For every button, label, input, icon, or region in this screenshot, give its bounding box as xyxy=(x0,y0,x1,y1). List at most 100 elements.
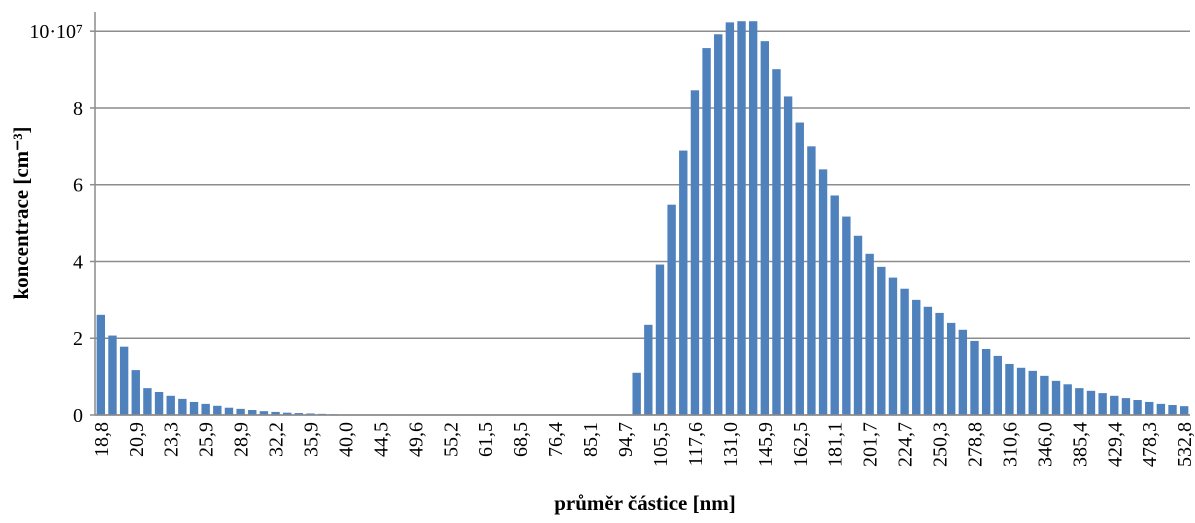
bar xyxy=(737,21,746,416)
y-tick-label: 6 xyxy=(73,175,83,197)
bar xyxy=(725,22,735,416)
bar xyxy=(1040,375,1049,415)
bar xyxy=(912,299,921,415)
bar xyxy=(1145,401,1154,415)
bar xyxy=(947,322,956,415)
bar xyxy=(679,150,688,415)
bar xyxy=(1075,388,1084,415)
bar xyxy=(923,306,933,415)
bar xyxy=(702,48,711,415)
x-tick-label: 55,2 xyxy=(440,422,462,457)
bar xyxy=(213,405,222,415)
y-axis-title: koncentrace [cm⁻³] xyxy=(9,126,33,299)
bar xyxy=(1179,406,1189,415)
x-tick-label: 429,4 xyxy=(1104,422,1126,467)
bar xyxy=(1016,367,1026,415)
bar xyxy=(1133,400,1142,415)
bar xyxy=(667,204,676,415)
x-tick-label: 76,4 xyxy=(545,422,567,457)
bar xyxy=(958,329,968,415)
bar xyxy=(818,169,828,415)
bar xyxy=(714,34,723,415)
x-tick-label: 346,0 xyxy=(1034,422,1056,467)
x-tick-label: 28,9 xyxy=(231,422,253,457)
x-tick-label: 25,9 xyxy=(196,422,218,457)
bar xyxy=(1121,398,1131,415)
bar xyxy=(1028,370,1037,415)
x-axis-title: průměr částice [nm] xyxy=(554,491,736,515)
y-tick-label: 2 xyxy=(73,328,83,350)
x-tick-label: 68,5 xyxy=(510,422,532,457)
bar xyxy=(783,96,793,415)
x-tick-label: 23,3 xyxy=(161,422,183,457)
bar xyxy=(807,146,816,416)
bar xyxy=(830,195,839,415)
bar xyxy=(96,314,106,415)
x-tick-label: 310,6 xyxy=(999,422,1021,467)
x-tick-label: 35,9 xyxy=(301,422,323,457)
x-tick-label: 224,7 xyxy=(895,422,917,467)
y-tick-label: 4 xyxy=(73,251,83,273)
bar xyxy=(166,395,175,415)
bar xyxy=(935,312,944,415)
bar xyxy=(795,122,804,415)
bar xyxy=(1156,403,1166,415)
bar xyxy=(842,216,851,415)
x-tick-label: 201,7 xyxy=(860,422,882,467)
bar xyxy=(189,401,199,415)
bar xyxy=(259,411,269,415)
bar xyxy=(865,253,874,415)
y-tick-label: 8 xyxy=(73,98,83,120)
bar xyxy=(1051,380,1061,415)
bar xyxy=(306,413,315,415)
bar xyxy=(108,335,117,415)
x-tick-label: 94,7 xyxy=(615,422,637,457)
bar xyxy=(644,324,653,415)
x-tick-label: 44,5 xyxy=(370,422,392,457)
bar xyxy=(224,407,234,415)
x-tick-label: 117,6 xyxy=(685,422,707,466)
bar xyxy=(154,391,164,415)
x-tick-label: 250,3 xyxy=(930,422,952,467)
bar xyxy=(655,264,665,415)
bar xyxy=(1168,405,1177,415)
bar xyxy=(201,403,210,415)
bar xyxy=(900,288,909,415)
bar xyxy=(772,69,781,415)
bar xyxy=(1098,393,1107,415)
x-tick-label: 49,6 xyxy=(405,422,427,457)
x-tick-label: 162,5 xyxy=(790,422,812,467)
x-tick-label: 105,5 xyxy=(650,422,672,467)
bar xyxy=(248,410,257,415)
x-tick-label: 478,3 xyxy=(1139,422,1161,467)
bar xyxy=(748,21,758,416)
x-tick-label: 385,4 xyxy=(1069,422,1091,467)
x-tick-label: 85,1 xyxy=(580,422,602,457)
bar xyxy=(143,388,152,415)
bar xyxy=(131,370,140,415)
bar xyxy=(632,372,641,415)
bar xyxy=(853,235,863,415)
bar xyxy=(993,355,1002,415)
bar xyxy=(1063,384,1072,415)
bar xyxy=(119,346,129,415)
bar xyxy=(294,413,304,415)
bar xyxy=(1110,395,1119,415)
bar xyxy=(981,348,991,415)
x-tick-label: 18,8 xyxy=(91,422,113,457)
y-tick-label: 0 xyxy=(73,405,83,427)
bar xyxy=(970,340,979,415)
x-tick-label: 532,8 xyxy=(1174,422,1195,467)
bar xyxy=(236,408,245,415)
bar xyxy=(271,411,280,415)
x-tick-label: 20,9 xyxy=(126,422,148,457)
x-tick-label: 61,5 xyxy=(475,422,497,457)
bar xyxy=(888,277,898,415)
x-tick-label: 145,9 xyxy=(755,422,777,467)
bar xyxy=(760,41,770,415)
x-tick-label: 32,2 xyxy=(266,422,288,457)
bar xyxy=(1086,390,1096,415)
x-tick-label: 40,0 xyxy=(335,422,357,457)
bar xyxy=(690,90,700,415)
